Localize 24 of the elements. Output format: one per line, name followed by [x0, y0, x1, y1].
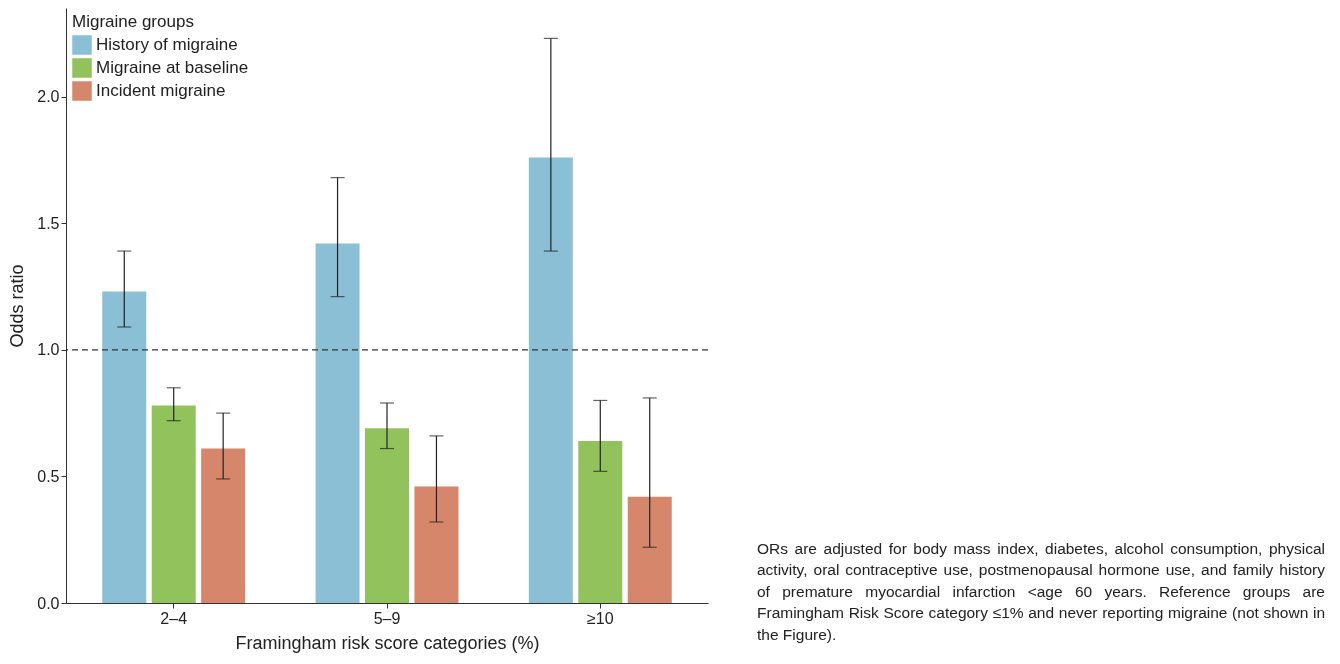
- bar: [151, 405, 196, 603]
- x-axis-title: Framingham risk score categories (%): [235, 632, 540, 653]
- bar: [414, 486, 459, 603]
- legend-label: History of migraine: [96, 35, 238, 54]
- bar: [528, 157, 573, 603]
- x-tick-label: 5–9: [373, 609, 401, 627]
- bar: [578, 440, 623, 603]
- x-tick-label: ≥10: [587, 609, 614, 627]
- x-tick-label: 2–4: [160, 609, 188, 627]
- y-tick-label: 1.5: [37, 214, 60, 232]
- bar: [627, 496, 672, 603]
- y-tick-label: 0.5: [37, 467, 60, 485]
- y-tick-label: 1.0: [37, 341, 60, 359]
- legend-label: Incident migraine: [96, 81, 226, 100]
- bar: [315, 243, 360, 603]
- y-tick-label: 2.0: [37, 88, 60, 106]
- y-axis-title: Odds ratio: [7, 264, 28, 348]
- text: ORs are adjusted for body mass index, diabetes, alcohol consumption, physical activity, oral contraceptive use, postmenopausal hormone use, and family history of premature myocardial infarction <age 60 years. Reference groups are Framingham Risk Score category ≤1% and never reporting migraine (not shown in the Figure).: [757, 539, 1325, 645]
- legend-label: Migraine at baseline: [96, 58, 249, 77]
- legend-title: Migraine groups: [72, 12, 194, 31]
- bar: [201, 448, 246, 603]
- bar: [102, 291, 147, 603]
- bar: [365, 428, 409, 603]
- y-tick-label: 0.0: [37, 594, 60, 612]
